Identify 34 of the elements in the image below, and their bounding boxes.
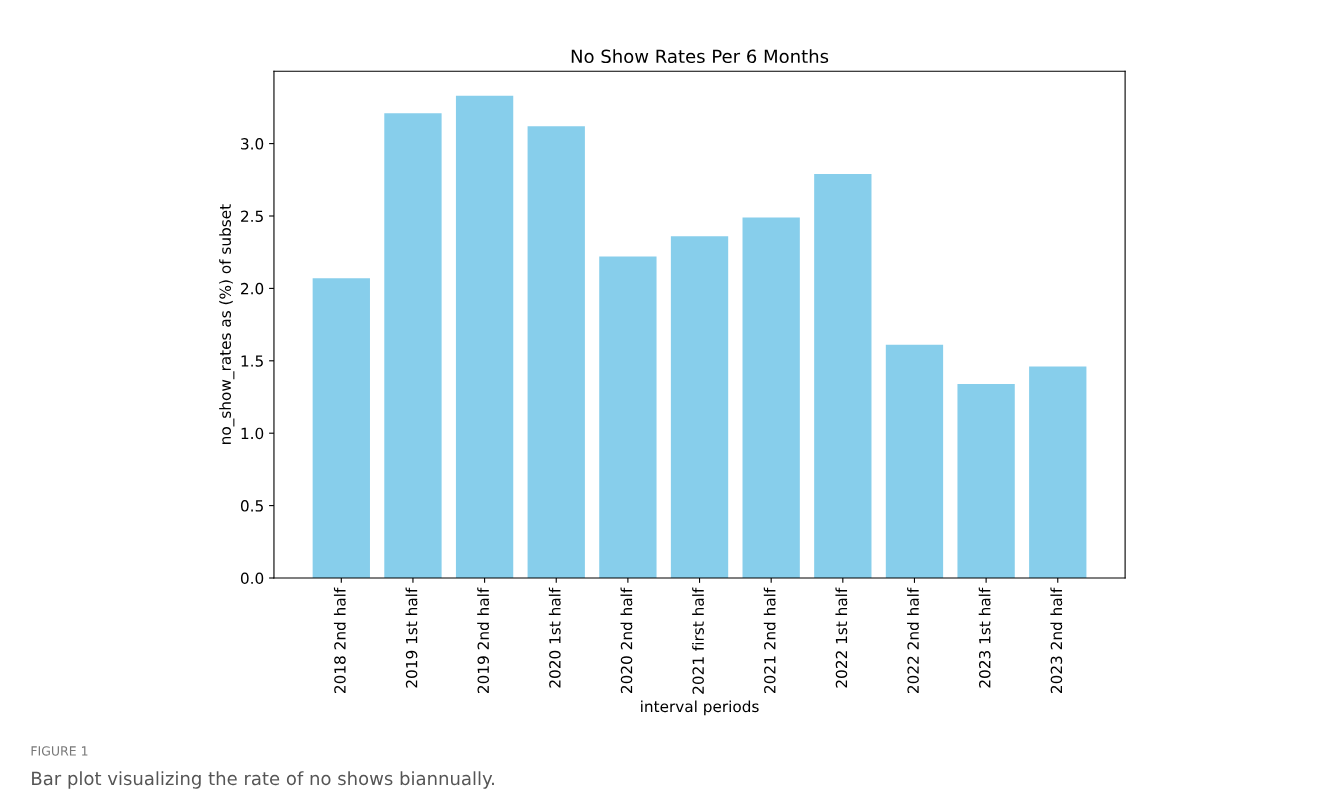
x-tick-label: 2022 1st half [835,587,848,688]
x-tick-label: 2018 2nd half [333,587,346,693]
chart-title: No Show Rates Per 6 Months [571,49,829,64]
x-tick-label: 2021 2nd half [763,587,776,693]
y-tick-label: 0.5 [240,500,263,512]
x-tick-label: 2019 2nd half [477,587,490,693]
bar [1029,366,1087,578]
bar [742,217,800,578]
x-tick-label: 2020 1st half [548,587,561,688]
bar [455,95,514,578]
y-tick-label: 1.5 [241,355,263,367]
x-axis-title: interval periods [641,700,759,716]
y-tick-label: 1.0 [241,427,264,440]
x-tick-label: 2023 1st half [978,587,991,688]
bar [599,256,657,578]
x-tick-label: 2019 1st half [405,587,418,688]
y-axis-title: no_show_rates as (%) of subset [219,204,235,444]
y-tick-label: 0.0 [240,572,264,585]
y-tick-label: 2.5 [241,210,263,223]
bar [527,126,585,578]
x-tick-label: 2021 first half [692,587,704,694]
bar [885,344,944,578]
y-tick-label: 3.0 [241,138,264,150]
text: Bar plot visualizing the rate of no shows biannually. [32,771,494,789]
bar [814,174,872,578]
x-tick-label: 2020 2nd half [620,587,633,693]
bar [670,236,729,578]
y-tick-label: 2.0 [241,282,264,295]
bar [384,113,442,578]
x-tick-label: 2022 2nd half [907,587,919,693]
caption: FIGURE 1 [31,746,88,756]
bar [957,383,1015,578]
x-tick-label: 2023 2nd half [1050,587,1063,693]
bar [312,278,370,578]
